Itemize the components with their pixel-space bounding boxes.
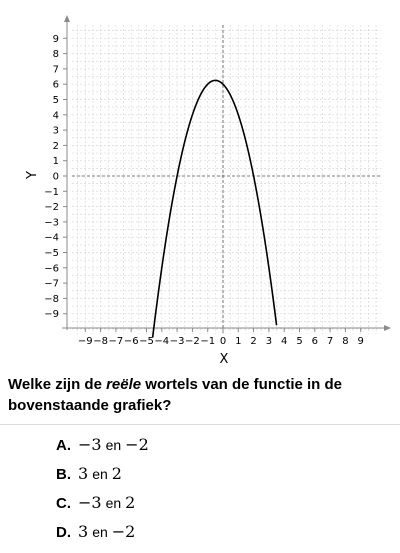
y-tick-label: −7 [44,279,59,290]
y-tick-label: 9 [53,34,59,45]
option-first-value: 3 [78,464,89,483]
y-tick-label: −6 [44,263,59,274]
option-second-value: −2 [125,435,149,454]
y-tick-label: −5 [44,248,59,259]
y-tick-label: 0 [53,172,59,183]
option-d[interactable]: D. 3 en −2 [56,517,149,546]
option-joiner: en [105,495,122,511]
x-tick-label: −3 [170,336,185,347]
y-tick-label: 7 [53,64,59,75]
y-axis-arrow [64,15,70,22]
y-tick-label: −2 [44,202,59,213]
option-second-value: −2 [111,522,136,541]
option-first-value: −3 [78,435,102,454]
x-axis-arrow [384,325,391,331]
x-tick-label: 9 [358,336,364,347]
x-tick-label: 3 [266,336,272,347]
option-second-value: 2 [125,493,136,512]
x-tick-label: 0 [220,336,226,347]
y-tick-label: 2 [53,141,59,152]
x-axis-label: X [220,352,229,367]
x-tick-label: −2 [185,336,200,347]
y-axis-label: Y [25,171,40,180]
x-tick-label: 6 [312,336,318,347]
y-tick-label: −9 [44,309,59,320]
x-tick-label: −9 [78,336,93,347]
x-tick-label: −8 [93,336,108,347]
option-second-value: 2 [111,464,122,483]
x-tick-label: −4 [154,336,169,347]
y-tick-label: −8 [44,294,59,305]
x-tick-label: 7 [327,336,333,347]
series-line [151,79,278,338]
option-letter: D. [56,524,71,541]
y-tick-label: 6 [53,80,59,91]
x-tick-label: 4 [281,336,287,347]
option-first-value: 3 [78,522,89,541]
option-first-value: −3 [78,493,102,512]
y-tick-label: −3 [44,217,59,228]
y-tick-label: 1 [53,156,59,167]
x-tick-label: 5 [296,336,302,347]
x-tick-label: 2 [250,336,256,347]
option-letter: B. [56,466,71,483]
x-tick-label: −6 [124,336,139,347]
y-tick-label: 8 [53,49,59,60]
question-emphasis: reële [106,376,142,393]
option-a[interactable]: A. −3 en −2 [56,430,149,459]
x-tick-label: 1 [235,336,241,347]
tick-labels: −9 −8 −7 −6 −5 −4 −3 −2 −1 0 1 2 3 4 5 6 7 8 99876543210−1… [44,34,364,347]
parabola-chart: −9 −8 −7 −6 −5 −4 −3 −2 −1 0 1 2 3 4 5 6 7 8 99876543210−1… [25,15,391,367]
divider [0,424,400,425]
plot-area [67,22,382,328]
answer-options: A. −3 en −2 B. 3 en 2 C. −3 en 2 D. 3 en −2 [56,430,149,546]
question-text: Welke zijn de reële wortels van de funct… [8,374,392,416]
option-joiner: en [92,524,108,540]
option-letter: A. [56,437,71,454]
x-tick-label: −7 [109,336,124,347]
x-tick-label: −5 [139,336,154,347]
option-b[interactable]: B. 3 en 2 [56,459,149,488]
question-before: Welke zijn de [8,376,107,393]
question-after: wortels van de functie in de bovenstaand… [8,376,343,414]
y-tick-label: 3 [53,126,59,137]
y-tick-label: −4 [44,233,59,244]
y-tick-label: −1 [44,187,59,198]
option-joiner: en [105,437,122,453]
option-letter: C. [56,495,71,512]
x-tick-label: 8 [342,336,348,347]
option-c[interactable]: C. −3 en 2 [56,488,149,517]
x-tick-label: −1 [200,336,215,347]
y-tick-label: 4 [53,110,59,121]
option-joiner: en [92,466,108,482]
y-tick-label: 5 [53,95,59,106]
